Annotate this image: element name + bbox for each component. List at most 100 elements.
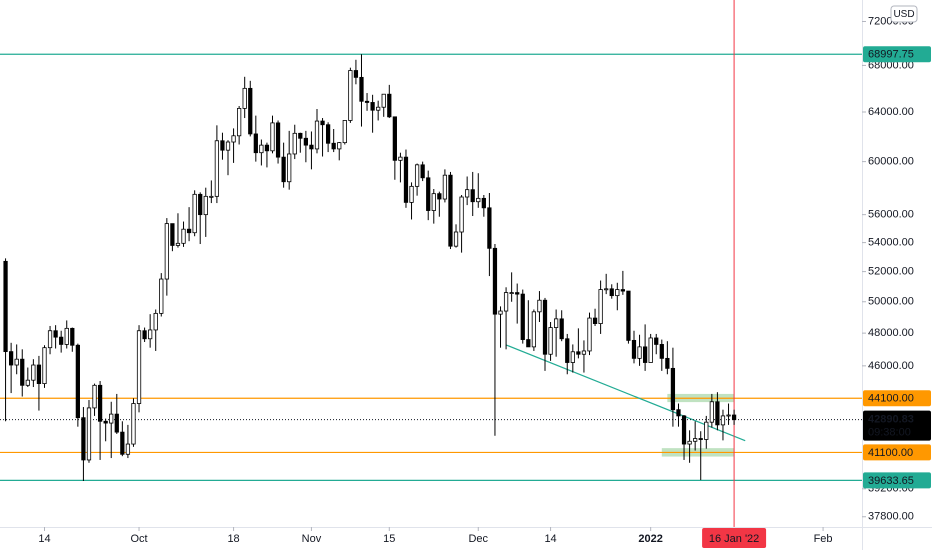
- x-tick-label: Dec: [468, 533, 488, 545]
- candle-body: [604, 288, 609, 291]
- candle-body: [531, 311, 537, 348]
- candle-body: [592, 317, 598, 324]
- candle-body: [186, 228, 192, 234]
- candle-body: [231, 135, 236, 143]
- vline-label: 16 Jan '22: [709, 533, 759, 545]
- price-label-box: [863, 444, 931, 461]
- candle-body: [281, 156, 286, 183]
- price-label-box: [863, 472, 931, 489]
- candle-body: [314, 120, 320, 150]
- candle-body: [403, 156, 409, 203]
- candle-body: [520, 293, 525, 340]
- candle-body: [264, 144, 270, 152]
- x-tick-label: 14: [38, 533, 50, 545]
- candle-body: [615, 289, 620, 297]
- currency-badge[interactable]: [890, 5, 918, 23]
- candle-body: [292, 132, 297, 155]
- candle-body: [175, 242, 181, 246]
- candle-body: [214, 140, 220, 197]
- candle-body: [587, 317, 592, 352]
- price-label-box: [863, 390, 931, 407]
- y-tick-label: 54000.00: [868, 237, 914, 249]
- candle-body: [576, 351, 581, 355]
- candle-body: [131, 403, 136, 445]
- candle-body: [298, 132, 303, 139]
- candle-body: [693, 438, 698, 442]
- candle-body: [392, 116, 397, 161]
- candle-body: [86, 407, 92, 461]
- price-label-box: [863, 46, 931, 63]
- candle-body: [642, 346, 648, 363]
- candle-body: [448, 174, 453, 247]
- candle-body: [637, 346, 642, 359]
- candle-body: [20, 358, 25, 386]
- candle-body: [81, 417, 86, 461]
- candle-body: [459, 196, 464, 233]
- last-price-label: 42890.83: [868, 414, 914, 426]
- candle-body: [431, 193, 436, 211]
- candle-body: [487, 207, 492, 249]
- candle-body: [731, 414, 737, 421]
- candle-body: [665, 357, 670, 369]
- candle-body: [465, 189, 470, 198]
- candle-body: [242, 87, 247, 109]
- last-price-box: [863, 410, 931, 441]
- candle-body: [370, 102, 375, 111]
- candle-body: [331, 142, 336, 150]
- candle-body: [581, 350, 587, 355]
- candle-body: [620, 289, 625, 292]
- candle-body: [142, 330, 147, 340]
- candle-body: [320, 120, 325, 126]
- candle-body: [609, 288, 614, 297]
- candle-body: [353, 70, 359, 78]
- candle-body: [287, 153, 292, 183]
- candle-body: [92, 384, 97, 409]
- candle-body: [509, 292, 514, 294]
- countdown-label: 09:38:00: [868, 427, 911, 439]
- candle-body: [203, 195, 208, 216]
- currency: USD: [893, 9, 914, 20]
- y-tick-label: 64000.00: [868, 106, 914, 118]
- candle-body: [554, 318, 559, 328]
- candle-body: [654, 337, 659, 345]
- y-tick-label: 56000.00: [868, 209, 914, 221]
- candle-body: [526, 339, 531, 348]
- candle-body: [498, 310, 503, 315]
- candle-body: [548, 327, 553, 355]
- candle-body: [309, 144, 314, 150]
- x-tick-label: Feb: [814, 533, 833, 545]
- candle-body: [270, 122, 275, 152]
- candle-body: [648, 337, 653, 363]
- candle-body: [348, 70, 353, 121]
- candle-body: [153, 312, 158, 331]
- candle-body: [631, 339, 637, 359]
- candle-body: [120, 431, 125, 455]
- candle-body: [503, 292, 509, 312]
- candle-body: [687, 440, 692, 445]
- candle-body: [220, 140, 225, 151]
- candle-body: [125, 443, 131, 455]
- candle-body: [414, 164, 420, 187]
- candle-body: [437, 193, 442, 200]
- y-tick-label: 68000.00: [868, 59, 914, 71]
- candle-body: [420, 164, 425, 179]
- price-label: 39633.65: [868, 475, 914, 487]
- candle-body: [25, 379, 30, 386]
- candle-body: [715, 401, 720, 426]
- candle-body: [537, 299, 542, 313]
- candle-body: [565, 338, 570, 363]
- x-tick-label: 2022: [638, 533, 662, 545]
- candle-body: [559, 318, 564, 340]
- candle-body: [598, 289, 603, 324]
- candle-body: [3, 260, 8, 353]
- candle-body: [470, 189, 475, 203]
- candle-body: [75, 344, 80, 419]
- candle-body: [31, 364, 36, 381]
- y-tick-label: 48000.00: [868, 327, 914, 339]
- candle-body: [53, 330, 58, 338]
- candle-body: [709, 401, 714, 423]
- candle-body: [481, 197, 486, 209]
- candle-body: [398, 156, 403, 161]
